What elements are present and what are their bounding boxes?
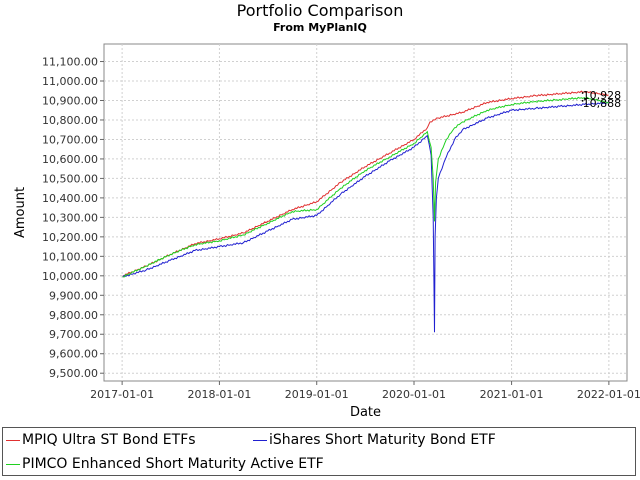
y-tick-label: 9,800.00: [49, 309, 98, 322]
y-tick-label: 10,900.00: [42, 94, 98, 107]
legend-swatch: [6, 463, 20, 465]
x-tick-label: 2017-01-01: [90, 388, 154, 401]
y-tick-label: 9,600.00: [49, 348, 98, 361]
y-tick-label: 10,400.00: [42, 192, 98, 205]
legend-swatch: [253, 439, 267, 441]
y-tick-label: 10,000.00: [42, 270, 98, 283]
y-tick-label: 10,200.00: [42, 231, 98, 244]
y-tick-label: 9,900.00: [49, 289, 98, 302]
legend-label: MPIQ Ultra ST Bond ETFs: [22, 432, 196, 448]
y-tick-label: 9,700.00: [49, 328, 98, 341]
y-tick-label: 11,100.00: [42, 56, 98, 69]
y-tick-label: 10,100.00: [42, 250, 98, 263]
end-value-label: 10,928: [583, 89, 622, 102]
x-tick-label: 2020-01-01: [382, 388, 446, 401]
x-axis: 2017-01-01 2018-01-01 2019-01-01 2020-01-01…: [90, 381, 640, 401]
legend-label: PIMCO Enhanced Short Maturity Active ETF: [22, 456, 324, 472]
x-tick-label: 2019-01-01: [285, 388, 349, 401]
series-line: [122, 90, 609, 277]
end-value-marker: [581, 99, 584, 102]
x-tick-label: 2018-01-01: [187, 388, 251, 401]
series-line: [122, 101, 609, 333]
y-tick-label: 10,300.00: [42, 211, 98, 224]
series-line: [122, 96, 609, 278]
legend: MPIQ Ultra ST Bond ETFs iShares Short Ma…: [2, 427, 636, 476]
chart-subtitle: From MyPlanIQ: [273, 21, 367, 34]
y-tick-label: 11,000.00: [42, 75, 98, 88]
line-chart: 9,500.00 9,600.00 9,700.00 9,800.00 9,900.00…: [13, 43, 640, 420]
y-tick-label: 10,800.00: [42, 114, 98, 127]
y-tick-label: 9,500.00: [49, 367, 98, 380]
x-tick-label: 2022-01-01: [577, 388, 640, 401]
y-tick-label: 10,600.00: [42, 153, 98, 166]
x-axis-title: Date: [350, 405, 381, 420]
y-axis: 9,500.00 9,600.00 9,700.00 9,800.00 9,900.00…: [42, 56, 104, 380]
end-value-marker: [581, 92, 584, 94]
legend-swatch: [6, 439, 20, 441]
chart-title: Portfolio Comparison: [236, 1, 404, 20]
y-tick-label: 10,500.00: [42, 172, 98, 185]
x-tick-label: 2021-01-01: [480, 388, 544, 401]
legend-label: iShares Short Maturity Bond ETF: [269, 432, 496, 448]
legend-item-ishares: iShares Short Maturity Bond ETF: [253, 432, 496, 448]
y-axis-title: Amount: [13, 187, 28, 238]
y-tick-label: 10,700.00: [42, 133, 98, 146]
end-value-label: 10,888: [583, 97, 622, 110]
grid: [104, 44, 627, 381]
series-lines: [122, 90, 609, 333]
legend-item-pimco: PIMCO Enhanced Short Maturity Active ETF: [6, 456, 324, 472]
legend-item-mpiq: MPIQ Ultra ST Bond ETFs: [6, 432, 196, 448]
